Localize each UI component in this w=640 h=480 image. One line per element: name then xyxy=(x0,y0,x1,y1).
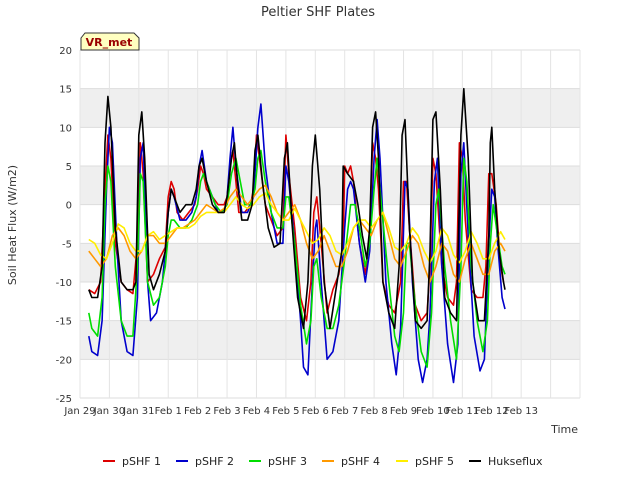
series-line xyxy=(88,103,506,384)
legend-label: Hukseflux xyxy=(488,455,543,468)
x-tick-label: Feb 1 xyxy=(155,406,182,417)
legend-item: pSHF 5 xyxy=(396,455,454,468)
legend-label: pSHF 5 xyxy=(415,455,454,468)
plot-bands xyxy=(80,88,580,360)
site-badge-box xyxy=(80,32,140,51)
y-tick-label: 10 xyxy=(59,123,72,134)
chart-title: Peltier SHF Plates xyxy=(261,5,375,20)
x-tick-label: Feb 11 xyxy=(446,406,480,417)
legend-item: Hukseflux xyxy=(469,455,543,468)
y-axis: -25 -20 -15 -10 -5 0 5 10 15 20 xyxy=(56,46,72,405)
x-tick-label: Jan 29 xyxy=(63,406,95,417)
y-tick-label: -15 xyxy=(56,317,72,328)
legend-item: pSHF 2 xyxy=(176,455,234,468)
x-axis-title: Time xyxy=(550,423,578,436)
y-tick-label: -25 xyxy=(56,394,72,405)
x-tick-label: Feb 4 xyxy=(243,406,270,417)
series-line xyxy=(88,87,506,330)
y-tick-label: -20 xyxy=(56,355,72,366)
legend-label: pSHF 4 xyxy=(341,455,380,468)
series-lines xyxy=(88,87,506,384)
x-tick-label: Feb 13 xyxy=(504,406,538,417)
site-badge-label: VR_met xyxy=(86,36,133,49)
y-tick-label: 0 xyxy=(66,201,72,212)
legend-label: pSHF 1 xyxy=(122,455,161,468)
x-tick-label: Jan 30 xyxy=(93,406,125,417)
legend-item: pSHF 4 xyxy=(322,455,380,468)
legend-label: pSHF 2 xyxy=(195,455,234,468)
x-tick-label: Jan 31 xyxy=(122,406,154,417)
x-tick-label: Feb 8 xyxy=(360,406,387,417)
y-tick-label: 15 xyxy=(59,85,72,96)
series-line xyxy=(88,192,506,264)
site-badge: VR_met xyxy=(80,32,140,51)
x-tick-label: Feb 10 xyxy=(416,406,450,417)
x-tick-label: Feb 7 xyxy=(331,406,358,417)
x-tick-label: Feb 2 xyxy=(184,406,211,417)
legend-label: pSHF 3 xyxy=(268,455,307,468)
y-axis-title: Soil Heat Flux (W/m2) xyxy=(6,165,19,285)
series-line xyxy=(88,184,506,283)
y-tick-label: -5 xyxy=(62,239,72,250)
y-tick-label: 5 xyxy=(66,162,72,173)
legend-item: pSHF 1 xyxy=(103,455,161,468)
x-tick-label: Feb 5 xyxy=(272,406,299,417)
legend-item: pSHF 3 xyxy=(249,455,307,468)
legend: pSHF 1 pSHF 2 pSHF 3 pSHF 4 pSHF 5 Hukseflux xyxy=(103,455,543,468)
plot-band xyxy=(80,88,580,128)
x-tick-label: Feb 6 xyxy=(302,406,329,417)
grid xyxy=(79,49,581,399)
y-tick-label: 20 xyxy=(59,46,72,57)
plot-band xyxy=(80,166,580,205)
x-tick-label: Feb 12 xyxy=(475,406,509,417)
series-line xyxy=(88,149,506,368)
y-tick-label: -10 xyxy=(56,278,72,289)
x-tick-label: Feb 9 xyxy=(390,406,417,417)
x-tick-label: Feb 3 xyxy=(213,406,240,417)
